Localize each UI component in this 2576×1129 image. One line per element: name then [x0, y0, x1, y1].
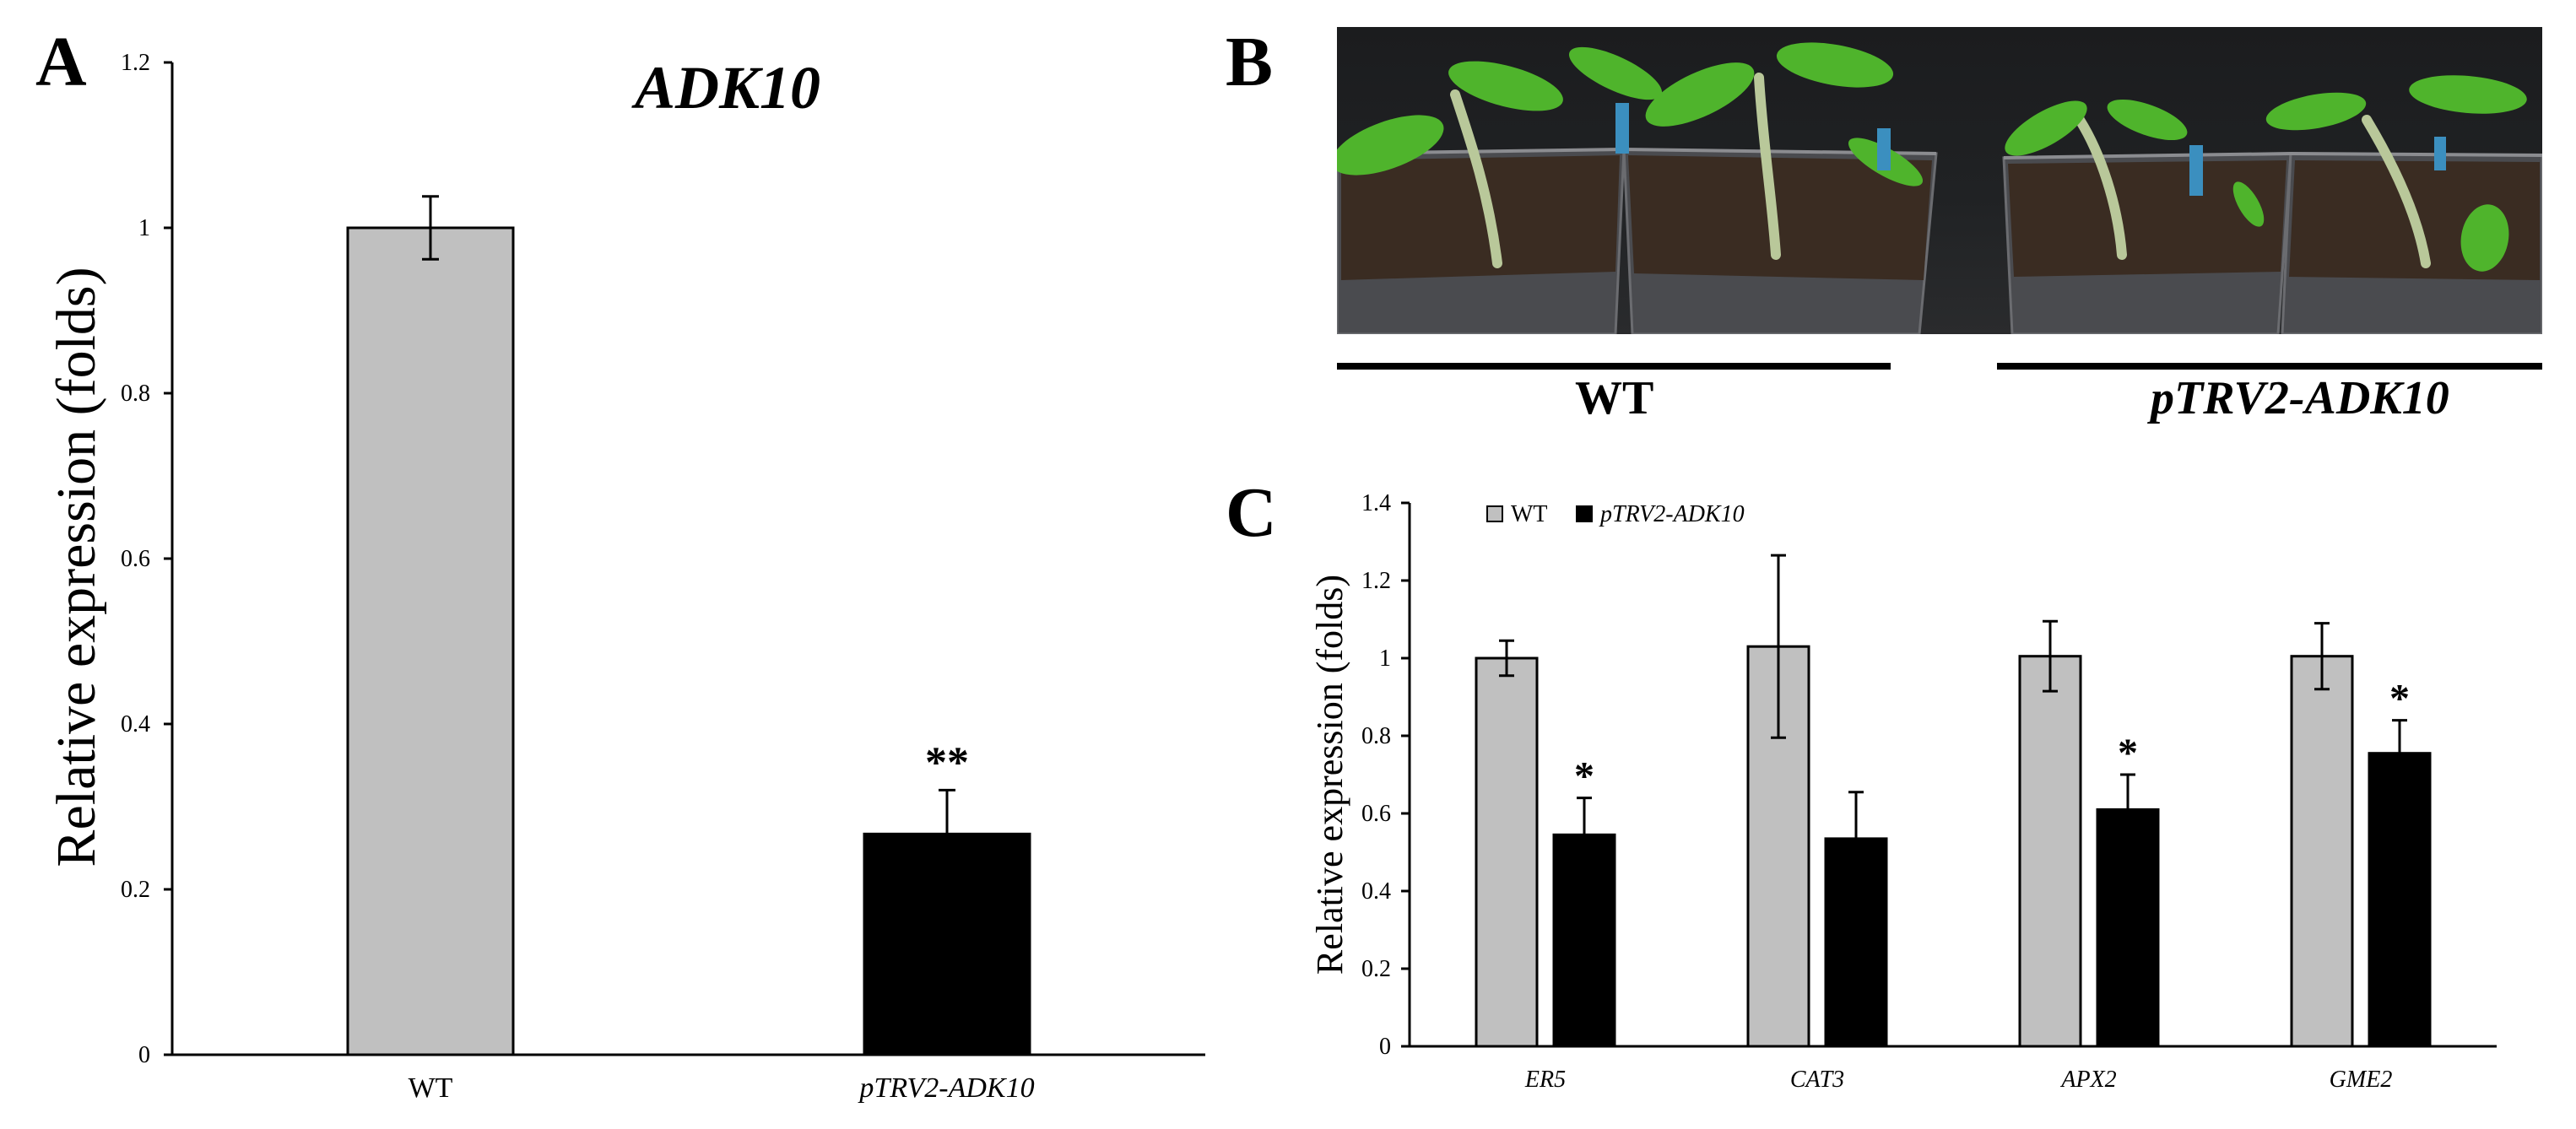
significance-marker: ** — [925, 738, 969, 786]
y-axis-title: Relative expression (folds) — [46, 267, 107, 867]
y-axis-title: Relative expression (folds) — [1309, 575, 1350, 975]
chart-title: ADK10 — [631, 54, 820, 122]
bar-er5-wt — [1475, 656, 1539, 1048]
wt-group-bracket — [1337, 363, 1891, 370]
plant-photo — [1337, 27, 2542, 334]
bar-apx2-wt — [2018, 655, 2082, 1048]
x-tick-label: CAT3 — [1790, 1067, 1844, 1093]
x-tick-label: ER5 — [1524, 1067, 1566, 1093]
y-tick-label: 0.8 — [121, 381, 150, 407]
plant-photo-illustration — [1337, 42, 2542, 334]
bar-wt — [346, 226, 515, 1056]
y-tick-label: 0.8 — [1361, 723, 1391, 749]
panel-letter-a: A — [35, 23, 87, 101]
x-tick-label: pTRV2-ADK10 — [858, 1072, 1034, 1104]
y-tick-label: 1 — [1379, 646, 1391, 672]
y-tick-label: 0.6 — [1361, 801, 1391, 827]
significance-marker: * — [2118, 731, 2138, 775]
y-tick-label: 0.4 — [121, 711, 150, 737]
y-tick-label: 0.4 — [1361, 878, 1391, 905]
legend-swatch-wt — [1486, 505, 1503, 522]
y-tick-label: 1.2 — [121, 50, 150, 76]
bar-cat3-ptrv2-adk10 — [1824, 837, 1888, 1048]
significance-marker: * — [2389, 677, 2410, 721]
panel-letter-c: C — [1226, 473, 1277, 552]
y-tick-label: 0.2 — [121, 877, 150, 903]
legend-label-ptrv2-adk10: pTRV2-ADK10 — [1599, 501, 1745, 527]
y-tick-label: 0.6 — [121, 546, 150, 572]
bar-gme2-wt — [2290, 655, 2354, 1048]
significance-marker: * — [1574, 754, 1594, 799]
y-tick-label: 1 — [138, 215, 150, 241]
y-tick-label: 0 — [138, 1042, 150, 1068]
photo-label-ptrv2-adk10: pTRV2-ADK10 — [2151, 372, 2449, 424]
bar-gme2-ptrv2-adk10 — [2368, 752, 2432, 1048]
legend-swatch-ptrv2-adk10 — [1576, 505, 1593, 522]
y-tick-label: 0.2 — [1361, 956, 1391, 982]
y-tick-label: 1.2 — [1361, 568, 1391, 594]
x-tick-label: APX2 — [2059, 1067, 2116, 1093]
bar-apx2-ptrv2-adk10 — [2096, 808, 2160, 1048]
x-tick-label: GME2 — [2330, 1067, 2393, 1093]
panel-letter-b: B — [1226, 23, 1274, 101]
y-tick-label: 0 — [1379, 1034, 1391, 1060]
ptrv2-group-bracket — [1997, 363, 2542, 370]
photo-label-wt: WT — [1575, 372, 1654, 424]
y-tick-label: 1.4 — [1361, 490, 1391, 516]
legend-label-wt: WT — [1511, 501, 1548, 527]
x-tick-label: WT — [409, 1072, 453, 1104]
